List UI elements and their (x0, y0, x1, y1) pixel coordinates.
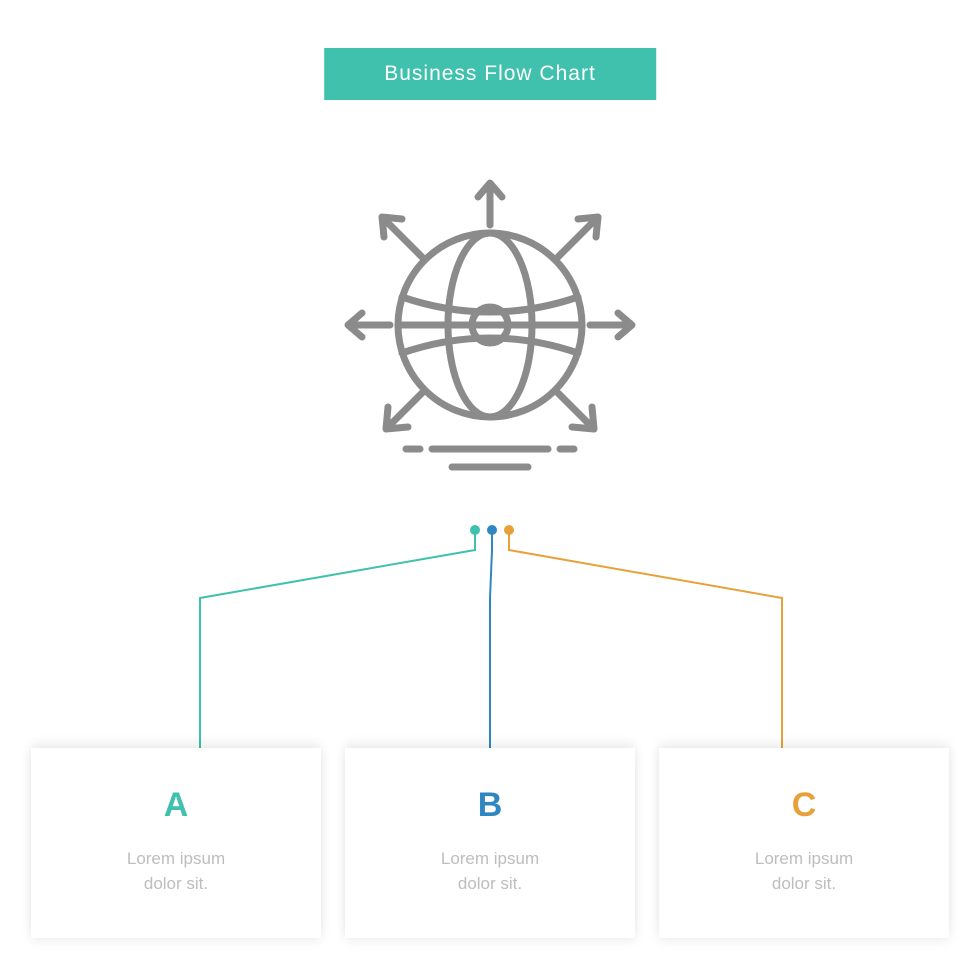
panel-body-line1: Lorem ipsum (441, 849, 539, 868)
panel-letter: A (31, 786, 321, 825)
panel-c: C Lorem ipsum dolor sit. (659, 748, 949, 938)
connector-dot-c (504, 525, 514, 535)
panel-b: B Lorem ipsum dolor sit. (345, 748, 635, 938)
panel-body: Lorem ipsum dolor sit. (345, 847, 635, 896)
globe-expand-icon (320, 155, 660, 495)
header-title: Business Flow Chart (384, 62, 596, 85)
panel-body-line1: Lorem ipsum (127, 849, 225, 868)
panel-body-line2: dolor sit. (458, 874, 522, 893)
connector-dot-a (470, 525, 480, 535)
panel-body-line1: Lorem ipsum (755, 849, 853, 868)
panel-body-line2: dolor sit. (772, 874, 836, 893)
panel-body: Lorem ipsum dolor sit. (31, 847, 321, 896)
panel-body: Lorem ipsum dolor sit. (659, 847, 949, 896)
header-bar: Business Flow Chart (324, 48, 656, 100)
panel-body-line2: dolor sit. (144, 874, 208, 893)
connector-dot-b (487, 525, 497, 535)
panel-a: A Lorem ipsum dolor sit. (31, 748, 321, 938)
panel-area: A Lorem ipsum dolor sit. B Lorem ipsum d… (0, 748, 980, 938)
panel-letter: B (345, 786, 635, 825)
panel-letter: C (659, 786, 949, 825)
